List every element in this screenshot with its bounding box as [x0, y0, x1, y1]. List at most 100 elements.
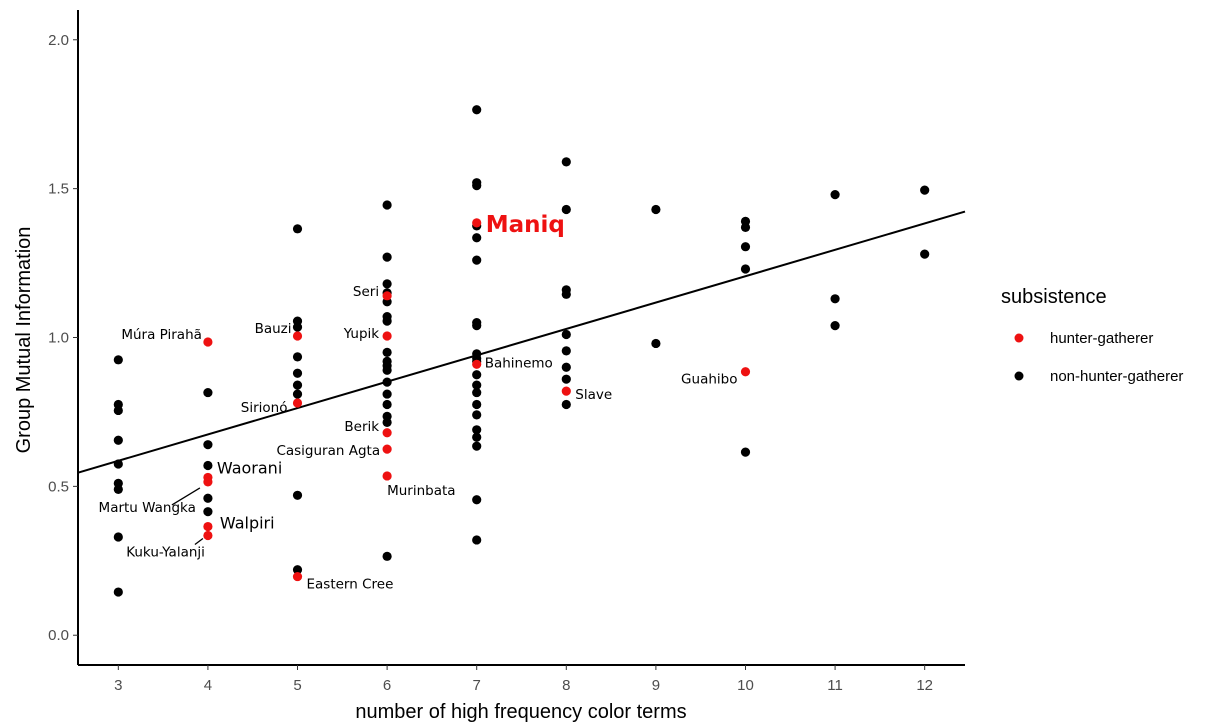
y-tick-label: 0.0: [48, 627, 69, 644]
data-point-non-hunter-gatherer: [292, 380, 303, 390]
data-point-hunter-gatherer: [292, 331, 303, 341]
point-label: Eastern Cree: [307, 577, 394, 593]
data-point-non-hunter-gatherer: [740, 222, 751, 232]
data-point-hunter-gatherer: [382, 331, 392, 341]
point-label: Berik: [344, 419, 379, 435]
point-label: Walpiri: [220, 514, 275, 533]
points-layer: [113, 105, 930, 597]
data-point-hunter-gatherer: [561, 386, 571, 396]
data-point-non-hunter-gatherer: [382, 200, 392, 210]
data-point-hunter-gatherer: [292, 398, 303, 408]
data-point-non-hunter-gatherer: [472, 495, 482, 505]
data-point-non-hunter-gatherer: [292, 368, 303, 378]
data-point-non-hunter-gatherer: [561, 399, 571, 410]
data-point-non-hunter-gatherer: [113, 459, 123, 469]
point-label: Bahinemo: [485, 355, 553, 371]
x-tick-label: 8: [562, 677, 570, 694]
y-tick-label: 2.0: [48, 32, 69, 49]
data-point-non-hunter-gatherer: [113, 484, 123, 494]
legend-label-hunter-gatherer: hunter-gatherer: [1050, 330, 1153, 347]
point-label: Múra Pirahã: [121, 327, 202, 343]
data-point-non-hunter-gatherer: [113, 355, 123, 365]
data-point-non-hunter-gatherer: [203, 440, 213, 450]
x-tick-label: 4: [204, 677, 212, 694]
data-point-non-hunter-gatherer: [382, 417, 392, 427]
data-point-non-hunter-gatherer: [472, 320, 482, 331]
point-label: Kuku-Yalanji: [126, 544, 205, 560]
point-label: Guahibo: [681, 372, 737, 388]
data-point-non-hunter-gatherer: [382, 365, 392, 375]
x-tick-label: 3: [114, 677, 122, 694]
data-point-non-hunter-gatherer: [472, 441, 482, 451]
data-point-non-hunter-gatherer: [382, 347, 392, 357]
data-point-non-hunter-gatherer: [561, 329, 571, 340]
data-point-non-hunter-gatherer: [382, 399, 392, 410]
data-point-non-hunter-gatherer: [651, 204, 661, 215]
data-point-non-hunter-gatherer: [382, 551, 392, 561]
x-tick-label: 5: [293, 677, 301, 694]
data-point-non-hunter-gatherer: [292, 490, 303, 500]
data-point-non-hunter-gatherer: [292, 224, 303, 234]
point-label: Martu Wangka: [99, 500, 196, 516]
data-point-non-hunter-gatherer: [382, 279, 392, 289]
data-point-non-hunter-gatherer: [561, 157, 571, 167]
legend: subsistence hunter-gatherer non-hunter-g…: [1001, 286, 1183, 385]
point-label: Maniq: [486, 212, 565, 238]
data-point-non-hunter-gatherer: [472, 535, 482, 545]
data-point-non-hunter-gatherer: [472, 380, 482, 390]
data-point-non-hunter-gatherer: [472, 410, 482, 420]
data-point-hunter-gatherer: [382, 291, 392, 301]
data-point-non-hunter-gatherer: [830, 320, 840, 331]
data-point-non-hunter-gatherer: [292, 389, 303, 399]
data-point-non-hunter-gatherer: [113, 532, 123, 542]
data-point-non-hunter-gatherer: [472, 425, 482, 435]
data-point-non-hunter-gatherer: [472, 233, 482, 243]
data-point-non-hunter-gatherer: [561, 362, 571, 372]
data-point-non-hunter-gatherer: [472, 432, 482, 442]
legend-marker-hunter-gatherer: [1014, 333, 1024, 343]
y-tick-label: 1.0: [48, 330, 69, 347]
x-axis-title: number of high frequency color terms: [355, 701, 686, 723]
data-point-non-hunter-gatherer: [561, 346, 571, 356]
regression-line: [77, 210, 966, 474]
data-point-non-hunter-gatherer: [203, 387, 213, 398]
data-point-non-hunter-gatherer: [472, 255, 482, 265]
data-point-non-hunter-gatherer: [382, 252, 392, 262]
data-point-hunter-gatherer: [203, 337, 213, 347]
x-tick-label: 6: [383, 677, 391, 694]
regression-layer: [77, 210, 966, 474]
data-point-non-hunter-gatherer: [203, 507, 213, 517]
data-point-non-hunter-gatherer: [382, 316, 392, 326]
data-point-hunter-gatherer: [472, 218, 482, 228]
data-point-hunter-gatherer: [203, 521, 213, 532]
data-point-hunter-gatherer: [382, 444, 392, 454]
data-point-hunter-gatherer: [203, 530, 213, 541]
x-tick-label: 10: [737, 677, 754, 694]
data-point-non-hunter-gatherer: [830, 294, 840, 304]
point-labels-layer: Múra Pirahã Waorani Martu Wangka Walpiri Kuk…: [99, 212, 738, 593]
data-point-non-hunter-gatherer: [382, 389, 392, 399]
legend-label-non-hunter-gatherer: non-hunter-gatherer: [1050, 368, 1183, 385]
data-point-non-hunter-gatherer: [651, 338, 661, 349]
data-point-hunter-gatherer: [203, 477, 213, 487]
legend-title: subsistence: [1001, 286, 1107, 308]
data-point-non-hunter-gatherer: [292, 565, 303, 575]
data-point-hunter-gatherer: [292, 571, 303, 582]
label-leader-line: [194, 537, 204, 546]
data-point-hunter-gatherer: [382, 428, 392, 438]
data-point-non-hunter-gatherer: [740, 447, 751, 457]
data-point-hunter-gatherer: [382, 471, 392, 481]
point-label: Waorani: [217, 458, 282, 477]
data-point-non-hunter-gatherer: [203, 493, 213, 503]
data-point-non-hunter-gatherer: [920, 185, 930, 195]
axes-layer: 3 4 5 6 7 8 9 10 11 12 0.0 0.5 1.0 1.5 2.0: [48, 10, 965, 694]
data-point-non-hunter-gatherer: [203, 460, 213, 471]
data-point-non-hunter-gatherer: [472, 105, 482, 115]
point-label: Slave: [575, 387, 612, 403]
data-point-non-hunter-gatherer: [740, 264, 751, 274]
data-point-non-hunter-gatherer: [740, 242, 751, 252]
data-point-non-hunter-gatherer: [113, 587, 123, 597]
label-leader-line: [171, 487, 201, 506]
data-point-non-hunter-gatherer: [382, 377, 392, 387]
